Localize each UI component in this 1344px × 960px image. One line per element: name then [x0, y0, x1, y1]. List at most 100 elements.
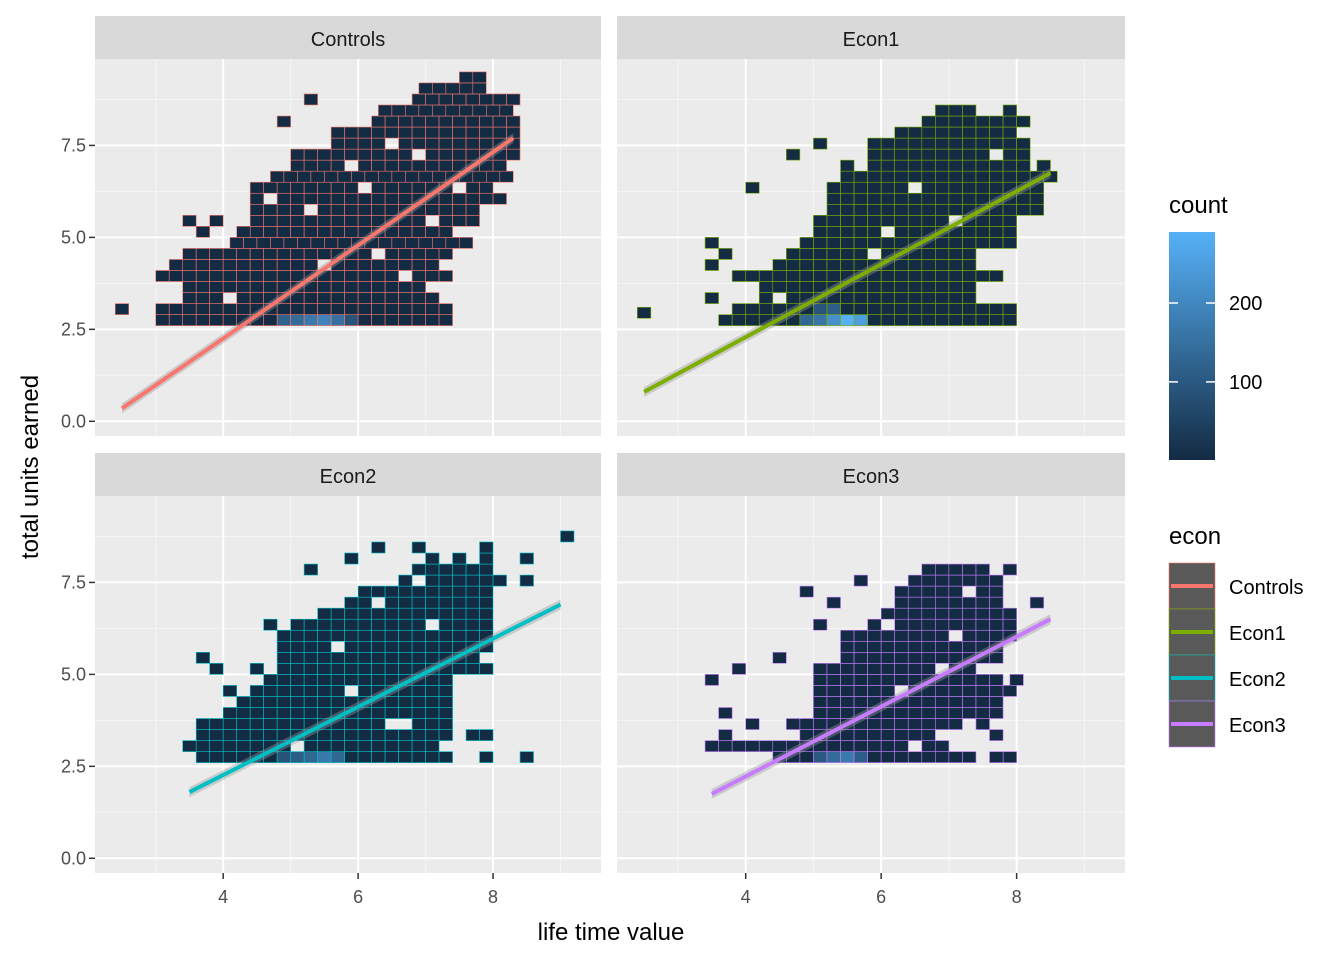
heatmap-bin [317, 192, 332, 205]
heatmap-bin [921, 707, 936, 719]
heatmap-bin [249, 181, 264, 194]
heatmap-bin [894, 751, 909, 763]
facet-strip-label: Econ2 [320, 466, 377, 488]
heatmap-bin [907, 192, 923, 205]
heatmap-bin [935, 563, 950, 576]
heatmap-bin [236, 270, 251, 282]
heatmap-bin [948, 574, 963, 587]
heatmap-bin [867, 203, 882, 216]
heatmap-bin [718, 729, 733, 741]
heatmap-bin [880, 685, 896, 697]
heatmap-bin [411, 696, 426, 708]
heatmap-bin [303, 314, 318, 326]
heatmap-bin [948, 126, 963, 139]
heatmap-bin [357, 729, 372, 741]
heatmap-bin [303, 674, 318, 686]
heatmap-bin [283, 170, 298, 183]
heatmap-bin [853, 685, 868, 697]
heatmap-bin [330, 729, 345, 741]
heatmap-bin [907, 640, 923, 653]
heatmap-bin [297, 170, 312, 183]
heatmap-bin [371, 707, 386, 719]
colorbar-tick-label: 100 [1229, 372, 1262, 394]
heatmap-bin [1002, 563, 1017, 576]
heatmap-bin [398, 585, 413, 598]
heatmap-bin [1002, 607, 1017, 620]
heatmap-bin [921, 596, 936, 609]
heatmap-bin [786, 248, 801, 260]
heatmap-bin [384, 652, 399, 664]
heatmap-bin [425, 685, 440, 697]
econ-legend-title: econ [1169, 523, 1221, 550]
heatmap-bin [182, 270, 197, 282]
heatmap-bin [989, 618, 1004, 631]
heatmap-bin [398, 259, 413, 271]
heatmap-bin [492, 192, 507, 205]
heatmap-bin [384, 707, 399, 719]
heatmap-bin [357, 663, 372, 675]
heatmap-bin [371, 618, 386, 631]
heatmap-bin [411, 281, 426, 293]
heatmap-bin [989, 137, 1004, 150]
heatmap-bin [975, 159, 990, 172]
heatmap-bin [459, 71, 474, 84]
heatmap-bin [1029, 596, 1045, 609]
heatmap-bin [425, 292, 440, 304]
heatmap-bin [479, 574, 494, 587]
heatmap-bin [222, 270, 237, 282]
heatmap-bin [222, 751, 237, 763]
heatmap-bin [357, 192, 372, 205]
heatmap-bin [263, 203, 278, 216]
heatmap-bin [813, 303, 828, 315]
heatmap-bin [276, 203, 291, 216]
heatmap-bin [357, 303, 372, 315]
heatmap-bin [425, 226, 440, 238]
heatmap-bin [303, 181, 318, 194]
heatmap-bin [195, 652, 210, 664]
heatmap-bin [506, 148, 521, 161]
heatmap-bin [209, 281, 224, 293]
heatmap-bin [236, 292, 251, 304]
heatmap-bin [1002, 148, 1017, 161]
heatmap-bin [411, 652, 426, 664]
heatmap-bin [344, 740, 359, 752]
heatmap-bin [935, 718, 950, 730]
heatmap-bin [155, 270, 170, 282]
heatmap-bin [880, 281, 896, 293]
heatmap-bin [867, 751, 882, 763]
heatmap-bin [249, 226, 264, 238]
heatmap-bin [411, 751, 426, 763]
heatmap-bin [425, 652, 440, 664]
heatmap-bin [303, 740, 318, 752]
x-tick-label: 4 [741, 887, 751, 907]
heatmap-bin [840, 696, 855, 708]
heatmap-bin [371, 192, 386, 205]
heatmap-bin [989, 585, 1004, 598]
heatmap-bin [290, 314, 305, 326]
heatmap-bin [222, 740, 237, 752]
heatmap-bin [840, 740, 855, 752]
heatmap-bin [438, 192, 453, 205]
heatmap-bin [492, 126, 507, 139]
heatmap-bins [637, 104, 1058, 326]
heatmap-bin [411, 718, 426, 730]
heatmap-bin [935, 740, 950, 752]
heatmap-bin [384, 640, 399, 653]
heatmap-bin [236, 718, 251, 730]
heatmap-bin [303, 248, 318, 260]
heatmap-bin [195, 226, 210, 238]
heatmap-bin [405, 104, 420, 117]
heatmap-bin [935, 707, 950, 719]
heatmap-bin [880, 181, 896, 194]
facet-strip [617, 453, 1125, 496]
heatmap-bin [222, 729, 237, 741]
heatmap-bin [357, 215, 372, 227]
heatmap-bin [465, 618, 480, 631]
heatmap-bin [303, 618, 318, 631]
heatmap-bin [894, 718, 909, 730]
heatmap-bin [438, 226, 453, 238]
heatmap-bin [853, 226, 868, 238]
heatmap-bin [195, 259, 210, 271]
heatmap-bin [935, 618, 950, 631]
